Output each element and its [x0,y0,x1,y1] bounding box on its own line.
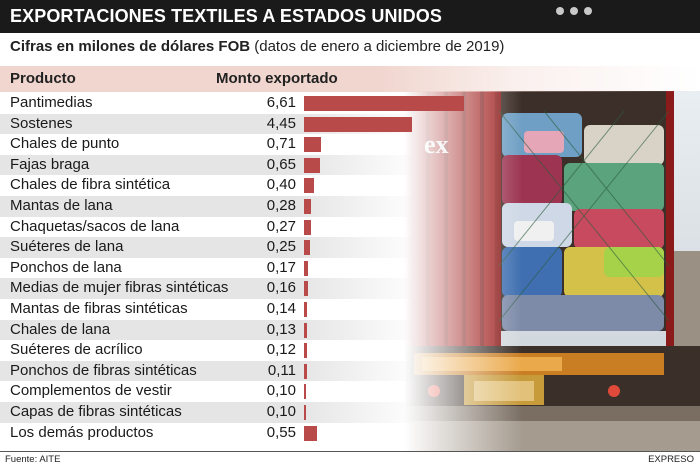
category-label: Mantas de lana [10,197,113,214]
category-label: Pantimedias [10,94,93,111]
chart-subtitle: Cifras en milones de dólares FOB (datos … [10,38,504,55]
header-band [0,66,700,92]
value-label: 0,55 [266,423,296,441]
title-bar: EXPORTACIONES TEXTILES A ESTADOS UNIDOS [0,0,700,33]
bar [304,157,320,173]
value-label: 0,13 [266,320,296,338]
value-label: 0,65 [266,155,296,173]
category-label: Complementos de vestir [10,382,172,400]
bar [304,178,314,194]
container-truck-photo: ex [404,91,700,452]
decorative-dot [556,7,564,15]
category-label: Mantas de fibras sintéticas [10,300,188,317]
value-label: 4,45 [266,114,296,132]
value-label: 0,10 [266,382,296,400]
value-label: 0,71 [266,135,296,153]
category-label: Chales de fibra sintética [10,176,171,194]
value-label: 0,11 [267,361,296,379]
category-label: Chaquetas/sacos de lana [10,217,180,235]
bar [304,363,307,379]
bar [304,137,322,153]
category-label: Fajas braga [10,155,90,173]
bar [304,425,318,441]
column-header-amount: Monto exportado [216,70,338,87]
value-label: 0,14 [266,300,296,317]
category-label: Los demás productos [10,423,154,441]
bar [304,96,464,111]
category-label: Capas de fibras sintéticas [10,403,182,420]
row-stripe [0,360,420,382]
bar [304,116,412,132]
bar [304,199,311,214]
value-label: 0,12 [266,341,296,359]
publisher-credit: EXPRESO [648,454,694,465]
column-header-product: Producto [10,70,76,87]
bar [304,302,308,317]
bar [304,219,311,235]
value-label: 0,27 [266,217,296,235]
source-note: Fuente: AITE [5,454,61,465]
subtitle-units: Cifras en milones de dólares FOB [10,38,251,55]
value-label: 0,40 [266,176,296,194]
decorative-dot [570,7,578,15]
bar [304,322,308,338]
category-label: Ponchos de fibras sintéticas [10,361,197,379]
value-label: 0,28 [266,197,296,214]
row-stripe [0,278,420,299]
subtitle-period: (datos de enero a diciembre de 2019) [254,38,505,55]
bar [304,384,307,400]
bar [304,281,308,297]
value-label: 0,17 [266,258,296,276]
bar [304,260,309,276]
category-label: Sostenes [10,114,73,132]
value-label: 0,10 [266,403,296,420]
decorative-dot [584,7,592,15]
footer-divider [0,451,700,452]
bar [304,405,307,420]
row-stripe [0,319,420,341]
category-label: Suéteres de lana [10,238,124,256]
row-stripe [0,196,420,217]
bar [304,343,307,359]
value-label: 6,61 [266,94,296,111]
chart-title: EXPORTACIONES TEXTILES A ESTADOS UNIDOS [10,6,442,26]
category-label: Ponchos de lana [10,258,122,276]
category-label: Suéteres de acrílico [10,341,143,359]
bar [304,240,311,256]
value-label: 0,16 [266,279,296,297]
value-label: 0,25 [266,238,296,256]
category-label: Medias de mujer fibras sintéticas [10,279,229,297]
category-label: Chales de punto [10,135,120,153]
category-label: Chales de lana [10,320,111,338]
row-stripe [0,402,420,423]
row-stripe [0,237,420,258]
